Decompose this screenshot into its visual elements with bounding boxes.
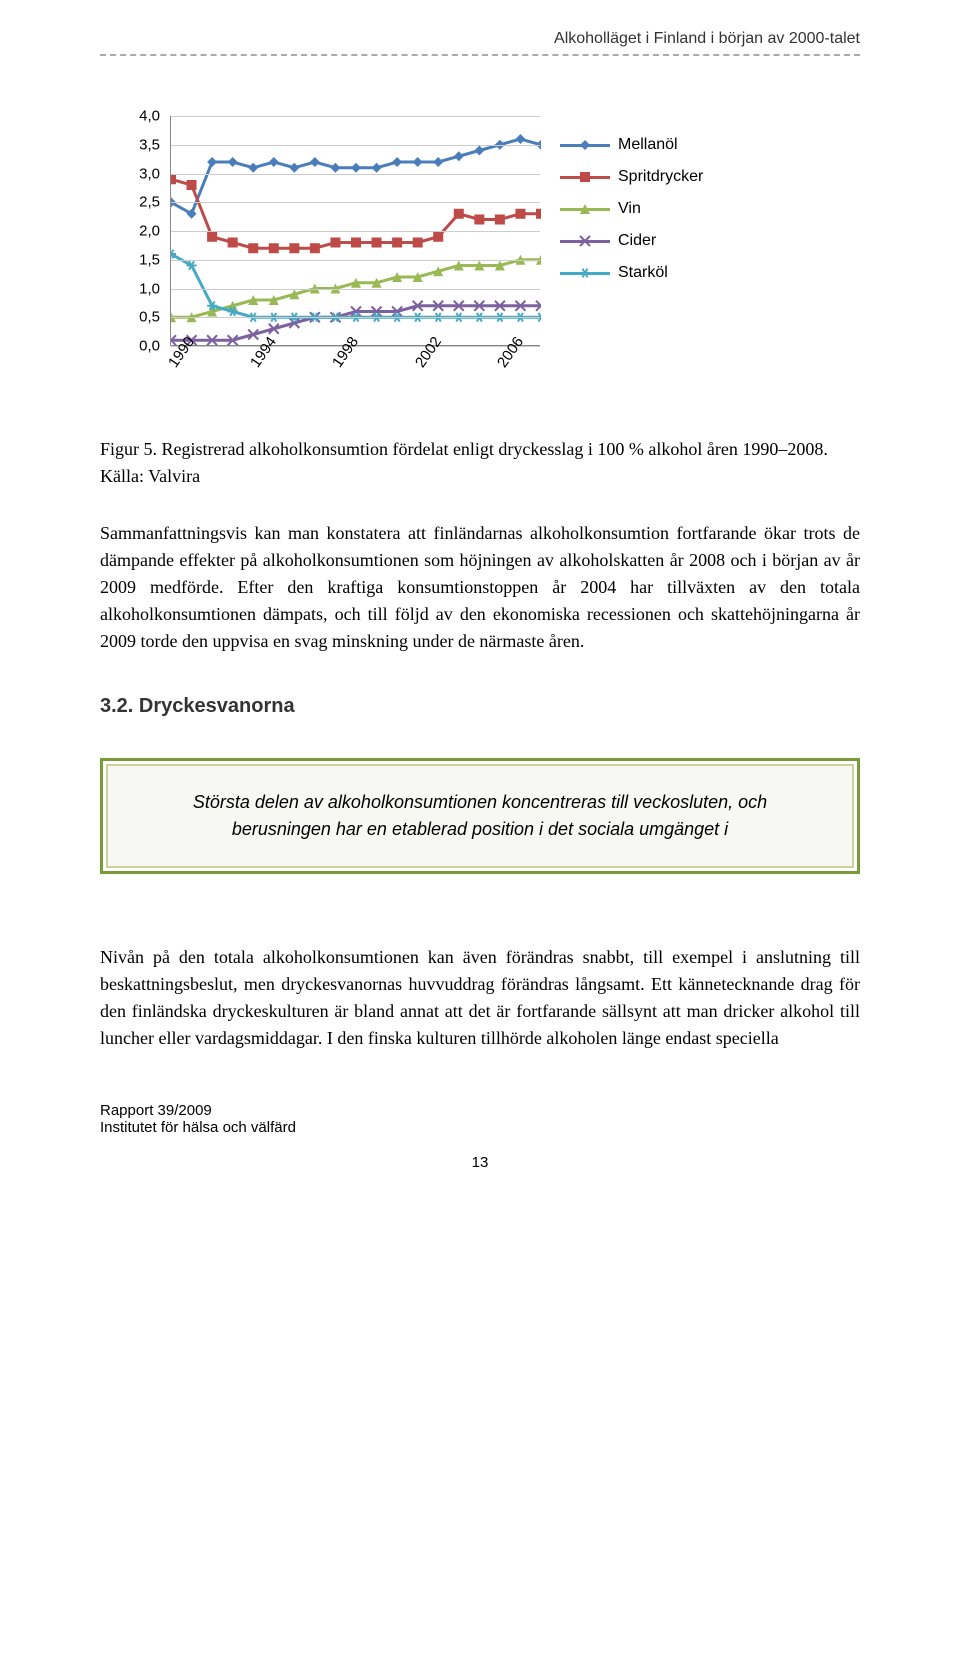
- page-number: 13: [100, 1154, 860, 1171]
- y-tick-label: 3,0: [139, 165, 160, 182]
- y-tick-label: 0,5: [139, 309, 160, 326]
- callout-text: Största delen av alkoholkonsumtionen kon…: [143, 789, 817, 843]
- y-tick-label: 2,0: [139, 223, 160, 240]
- series-marker-spritdrycker: [330, 238, 340, 248]
- caption-line1: Figur 5. Registrerad alkoholkonsumtion f…: [100, 439, 828, 459]
- legend-label-cider: Cider: [618, 232, 656, 250]
- series-marker-mellanol: [413, 157, 423, 167]
- chart-container: 4,03,53,02,52,01,51,00,50,0 199019941998…: [120, 116, 860, 396]
- caption-line2: Källa: Valvira: [100, 466, 200, 486]
- legend-swatch-spritdrycker: [560, 168, 610, 186]
- footer-line2: Institutet för hälsa och välfärd: [100, 1119, 860, 1136]
- series-marker-spritdrycker: [310, 243, 320, 253]
- series-marker-mellanol: [289, 163, 299, 173]
- y-tick-label: 3,5: [139, 136, 160, 153]
- series-marker-mellanol: [228, 157, 238, 167]
- legend-swatch-starkol: [560, 264, 610, 282]
- series-marker-mellanol: [330, 163, 340, 173]
- series-marker-spritdrycker: [433, 232, 443, 242]
- section-title: Dryckesvanorna: [139, 695, 295, 717]
- x-axis-labels: 19901994199820022006: [170, 351, 540, 396]
- figure-caption: Figur 5. Registrerad alkoholkonsumtion f…: [100, 436, 860, 490]
- legend-item-starkol: Starköl: [560, 264, 750, 282]
- series-marker-spritdrycker: [515, 209, 525, 219]
- y-tick-label: 1,0: [139, 280, 160, 297]
- legend-label-vin: Vin: [618, 200, 641, 218]
- series-marker-mellanol: [207, 157, 217, 167]
- plot-area: [170, 116, 540, 346]
- series-marker-mellanol: [474, 146, 484, 156]
- chart-legend: Mellanöl Spritdrycker Vin Cider Starköl: [560, 136, 750, 296]
- legend-item-cider: Cider: [560, 232, 750, 250]
- legend-item-vin: Vin: [560, 200, 750, 218]
- footer-line1: Rapport 39/2009: [100, 1102, 860, 1119]
- legend-swatch-mellanol: [560, 136, 610, 154]
- footer: Rapport 39/2009 Institutet för hälsa och…: [100, 1102, 860, 1136]
- series-marker-mellanol: [454, 151, 464, 161]
- series-marker-mellanol: [433, 157, 443, 167]
- series-marker-mellanol: [392, 157, 402, 167]
- line-chart: 4,03,53,02,52,01,51,00,50,0 199019941998…: [120, 116, 760, 396]
- y-axis-labels: 4,03,53,02,52,01,51,00,50,0: [120, 116, 165, 346]
- series-marker-mellanol: [248, 163, 258, 173]
- series-marker-mellanol: [351, 163, 361, 173]
- legend-swatch-cider: [560, 232, 610, 250]
- series-marker-spritdrycker: [392, 238, 402, 248]
- series-marker-mellanol: [310, 157, 320, 167]
- legend-label-mellanol: Mellanöl: [618, 136, 678, 154]
- series-marker-spritdrycker: [269, 243, 279, 253]
- section-number: 3.2.: [100, 695, 133, 717]
- y-tick-label: 4,0: [139, 108, 160, 125]
- series-marker-spritdrycker: [248, 243, 258, 253]
- legend-item-mellanol: Mellanöl: [560, 136, 750, 154]
- callout-box: Största delen av alkoholkonsumtionen kon…: [100, 758, 860, 874]
- series-marker-mellanol: [372, 163, 382, 173]
- series-marker-spritdrycker: [171, 174, 176, 184]
- series-marker-spritdrycker: [454, 209, 464, 219]
- legend-swatch-vin: [560, 200, 610, 218]
- legend-label-starkol: Starköl: [618, 264, 668, 282]
- series-marker-spritdrycker: [413, 238, 423, 248]
- series-marker-spritdrycker: [474, 215, 484, 225]
- y-tick-label: 0,0: [139, 338, 160, 355]
- series-marker-mellanol: [515, 134, 525, 144]
- legend-label-spritdrycker: Spritdrycker: [618, 168, 703, 186]
- series-marker-spritdrycker: [495, 215, 505, 225]
- series-marker-spritdrycker: [207, 232, 217, 242]
- y-tick-label: 2,5: [139, 194, 160, 211]
- series-marker-spritdrycker: [187, 180, 197, 190]
- series-marker-spritdrycker: [289, 243, 299, 253]
- series-marker-mellanol: [269, 157, 279, 167]
- paragraph-1: Sammanfattningsvis kan man konstatera at…: [100, 520, 860, 655]
- legend-item-spritdrycker: Spritdrycker: [560, 168, 750, 186]
- section-heading: 3.2. Dryckesvanorna: [100, 695, 860, 718]
- series-marker-spritdrycker: [536, 209, 541, 219]
- paragraph-2: Nivån på den totala alkoholkonsumtionen …: [100, 944, 860, 1052]
- series-marker-spritdrycker: [351, 238, 361, 248]
- series-marker-spritdrycker: [372, 238, 382, 248]
- y-tick-label: 1,5: [139, 251, 160, 268]
- page-header: Alkoholläget i Finland i början av 2000-…: [100, 30, 860, 56]
- series-marker-spritdrycker: [228, 238, 238, 248]
